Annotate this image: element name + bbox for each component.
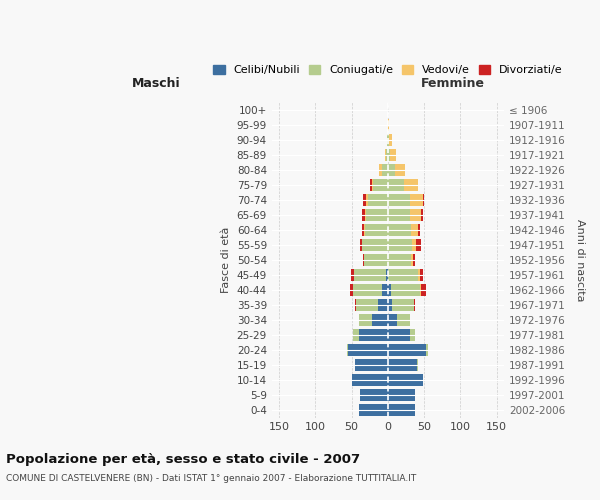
- Bar: [363, 194, 366, 206]
- Bar: [366, 209, 388, 221]
- Bar: [363, 254, 364, 266]
- Bar: [392, 299, 414, 311]
- Y-axis label: Anni di nascita: Anni di nascita: [575, 218, 585, 301]
- Bar: [425, 344, 428, 356]
- Bar: [416, 239, 421, 251]
- Bar: [353, 284, 382, 296]
- Bar: [388, 269, 418, 281]
- Bar: [420, 284, 421, 296]
- Bar: [422, 194, 424, 206]
- Bar: [413, 254, 415, 266]
- Bar: [359, 239, 362, 251]
- Bar: [388, 329, 410, 341]
- Bar: [418, 224, 420, 236]
- Text: Maschi: Maschi: [131, 76, 180, 90]
- Bar: [388, 344, 425, 356]
- Bar: [387, 134, 388, 146]
- Bar: [420, 269, 424, 281]
- Bar: [353, 329, 359, 341]
- Bar: [410, 329, 415, 341]
- Bar: [351, 269, 354, 281]
- Bar: [388, 284, 391, 296]
- Bar: [365, 224, 388, 236]
- Bar: [388, 404, 415, 416]
- Bar: [410, 209, 421, 221]
- Bar: [359, 329, 388, 341]
- Bar: [388, 389, 415, 401]
- Bar: [397, 314, 410, 326]
- Bar: [362, 239, 388, 251]
- Bar: [389, 134, 392, 146]
- Bar: [395, 164, 405, 176]
- Bar: [359, 314, 372, 326]
- Bar: [378, 299, 388, 311]
- Bar: [421, 284, 427, 296]
- Bar: [370, 179, 372, 191]
- Bar: [361, 389, 388, 401]
- Bar: [388, 359, 417, 371]
- Bar: [354, 269, 386, 281]
- Bar: [390, 149, 396, 161]
- Bar: [365, 209, 366, 221]
- Bar: [414, 299, 415, 311]
- Bar: [421, 209, 422, 221]
- Bar: [364, 254, 388, 266]
- Bar: [356, 299, 378, 311]
- Bar: [412, 239, 416, 251]
- Y-axis label: Fasce di età: Fasce di età: [221, 226, 231, 293]
- Bar: [382, 284, 388, 296]
- Bar: [391, 284, 420, 296]
- Bar: [348, 344, 388, 356]
- Bar: [388, 374, 422, 386]
- Bar: [368, 194, 388, 206]
- Bar: [411, 254, 413, 266]
- Bar: [388, 224, 411, 236]
- Bar: [388, 299, 392, 311]
- Bar: [355, 359, 388, 371]
- Bar: [388, 179, 404, 191]
- Bar: [359, 404, 388, 416]
- Bar: [386, 269, 388, 281]
- Bar: [410, 194, 422, 206]
- Bar: [418, 269, 420, 281]
- Bar: [355, 299, 356, 311]
- Bar: [388, 194, 410, 206]
- Bar: [373, 179, 388, 191]
- Bar: [347, 344, 348, 356]
- Bar: [388, 134, 389, 146]
- Bar: [411, 224, 418, 236]
- Bar: [350, 284, 353, 296]
- Bar: [388, 209, 410, 221]
- Text: COMUNE DI CASTELVENERE (BN) - Dati ISTAT 1° gennaio 2007 - Elaborazione TUTTITAL: COMUNE DI CASTELVENERE (BN) - Dati ISTAT…: [6, 474, 416, 483]
- Bar: [388, 254, 411, 266]
- Bar: [382, 164, 388, 176]
- Bar: [386, 149, 388, 161]
- Bar: [372, 314, 388, 326]
- Bar: [388, 149, 390, 161]
- Bar: [364, 224, 365, 236]
- Bar: [362, 224, 364, 236]
- Bar: [379, 164, 382, 176]
- Bar: [385, 149, 386, 161]
- Bar: [417, 359, 418, 371]
- Text: Popolazione per età, sesso e stato civile - 2007: Popolazione per età, sesso e stato civil…: [6, 452, 360, 466]
- Bar: [388, 239, 412, 251]
- Bar: [388, 314, 397, 326]
- Bar: [388, 164, 395, 176]
- Bar: [372, 179, 373, 191]
- Bar: [388, 118, 389, 130]
- Bar: [352, 374, 388, 386]
- Bar: [366, 194, 368, 206]
- Text: Femmine: Femmine: [421, 76, 485, 90]
- Bar: [404, 179, 418, 191]
- Legend: Celibi/Nubili, Coniugati/e, Vedovi/e, Divorziati/e: Celibi/Nubili, Coniugati/e, Vedovi/e, Di…: [209, 60, 567, 80]
- Bar: [362, 209, 365, 221]
